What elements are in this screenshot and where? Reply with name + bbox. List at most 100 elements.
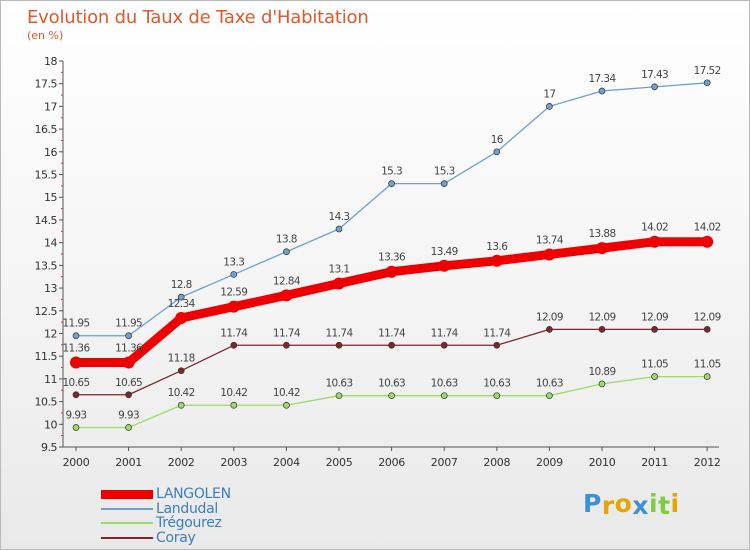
data-label: 11.05 — [694, 359, 721, 371]
data-label: 11.36 — [115, 343, 143, 355]
data-label: 17.43 — [641, 69, 668, 81]
data-label: 16 — [491, 134, 504, 146]
data-label: 9.93 — [66, 409, 87, 421]
data-point — [648, 235, 661, 248]
data-point — [335, 341, 343, 349]
y-tick-label: 17.5 — [35, 78, 58, 91]
y-tick-label: 17 — [44, 100, 57, 113]
data-point — [440, 180, 448, 187]
chart-title: Evolution du Taux de Taxe d'Habitation — [27, 7, 369, 28]
data-point — [546, 392, 553, 400]
data-label: 11.95 — [115, 318, 142, 330]
data-point — [438, 259, 451, 272]
data-point — [280, 289, 293, 302]
data-point — [493, 148, 501, 156]
y-tick-label: 10 — [44, 418, 57, 431]
chart-subtitle: (en %) — [27, 29, 64, 42]
data-point — [70, 356, 82, 369]
y-tick-label: 10.5 — [35, 396, 58, 409]
x-tick-label: 2003 — [220, 456, 247, 469]
data-point — [596, 242, 608, 255]
data-label: 13.1 — [329, 264, 350, 276]
data-point — [122, 356, 135, 369]
x-tick-label: 2011 — [641, 456, 668, 469]
x-tick-label: 2002 — [168, 456, 195, 469]
y-tick-label: 14 — [44, 237, 57, 250]
data-label: 10.65 — [62, 377, 89, 389]
data-label: 11.74 — [325, 327, 353, 339]
data-point — [440, 341, 448, 349]
data-point — [230, 271, 238, 278]
legend-label: LANGOLEN — [156, 486, 231, 502]
legend-swatch — [101, 536, 153, 539]
data-point — [177, 401, 185, 409]
data-label: 13.8 — [276, 234, 297, 246]
data-label: 14.02 — [641, 222, 668, 234]
data-label: 12.34 — [168, 298, 196, 310]
y-tick-label: 14.5 — [35, 214, 58, 227]
data-label: 17.34 — [588, 73, 616, 85]
data-point — [177, 367, 185, 375]
legend-swatch — [101, 522, 153, 524]
data-label: 11.74 — [220, 327, 248, 339]
data-point — [388, 180, 395, 187]
data-point — [177, 293, 185, 301]
data-label: 10.63 — [378, 378, 405, 390]
data-point — [388, 341, 395, 349]
data-point — [703, 326, 711, 333]
data-point — [546, 326, 553, 333]
data-label: 11.74 — [273, 327, 301, 339]
data-point — [72, 424, 80, 431]
data-point — [388, 392, 395, 400]
x-tick-label: 2008 — [483, 456, 510, 469]
data-label: 12.8 — [171, 279, 192, 291]
data-label: 11.18 — [168, 353, 195, 365]
data-label: 10.42 — [220, 387, 247, 399]
data-label: 15.3 — [381, 166, 402, 178]
legend-label: Coray — [156, 529, 196, 546]
data-point — [335, 225, 343, 233]
data-point — [72, 332, 80, 340]
data-point — [440, 392, 448, 400]
data-point — [72, 391, 80, 399]
data-point — [651, 326, 658, 333]
data-point — [335, 392, 343, 400]
line-chart: 9.5 10 10.5 11 11.5 12 12.5 13 13.5 14 14.5 15 15.5 1… — [35, 55, 722, 469]
legend-swatch — [101, 507, 153, 510]
y-tick-label: 13 — [44, 282, 57, 295]
data-label: 13.74 — [536, 234, 564, 246]
data-point — [283, 248, 290, 256]
data-point — [543, 248, 556, 261]
data-label: 13.49 — [431, 246, 458, 258]
y-tick-label: 15 — [44, 191, 57, 204]
y-tick-label: 16 — [44, 146, 57, 159]
data-point — [283, 401, 290, 409]
y-tick-label: 16.5 — [35, 123, 58, 136]
proxiti-logo: Proxiti — [583, 489, 680, 520]
data-point — [490, 254, 503, 267]
data-label: 13.6 — [486, 241, 508, 253]
data-point — [227, 300, 240, 313]
x-tick-label: 2007 — [431, 456, 458, 469]
data-point — [598, 87, 606, 95]
y-tick-label: 13.5 — [35, 259, 58, 272]
data-point — [125, 424, 132, 431]
x-tick-label: 2000 — [63, 456, 90, 469]
data-label: 10.63 — [536, 378, 563, 390]
x-tick-label: 2009 — [536, 456, 563, 469]
data-label: 10.42 — [273, 387, 300, 399]
y-tick-label: 11 — [44, 373, 57, 386]
x-tick-label: 2010 — [589, 456, 616, 469]
data-point — [651, 373, 658, 380]
x-tick-label: 2001 — [115, 456, 142, 469]
y-tick-label: 11.5 — [35, 350, 58, 363]
data-point — [651, 83, 658, 91]
data-label: 11.74 — [378, 327, 406, 339]
data-point — [703, 373, 711, 380]
data-label: 11.95 — [62, 318, 89, 330]
data-point — [703, 79, 711, 87]
y-tick-label: 15.5 — [35, 169, 58, 182]
data-label: 10.63 — [325, 378, 352, 390]
legend-label: Trégourez — [156, 515, 222, 531]
data-label: 11.36 — [62, 343, 90, 355]
